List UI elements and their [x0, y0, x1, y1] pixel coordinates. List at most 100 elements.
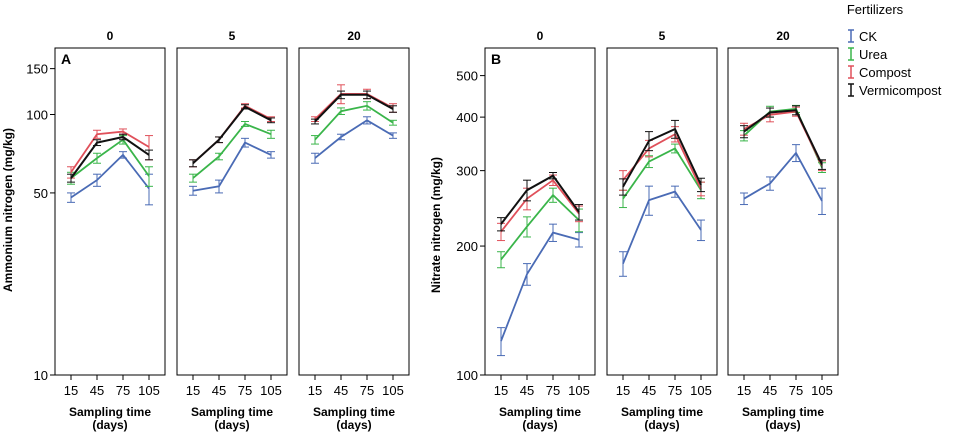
error-bar: [619, 178, 627, 196]
series-line: [70, 138, 150, 179]
error-bar: [93, 139, 101, 147]
x-tick-label: 75: [668, 383, 682, 398]
error-bar: [119, 133, 127, 141]
x-tick-label: 75: [116, 383, 130, 398]
error-bar: [311, 135, 319, 145]
x-tick-label: 15: [64, 383, 78, 398]
error-bar: [93, 173, 101, 187]
error-bar: [389, 119, 397, 126]
error-bar: [267, 117, 275, 124]
y-axis-label: Nitrate nitrogen (mg/kg): [429, 157, 443, 293]
legend-label: Vermicompost: [859, 83, 942, 98]
series-ck: [740, 144, 826, 215]
series-line: [622, 190, 702, 264]
x-axis-label: Sampling time: [69, 405, 151, 419]
series-line: [500, 178, 580, 233]
x-tick-label: 45: [334, 383, 348, 398]
series-line: [743, 109, 823, 165]
series-line: [70, 153, 150, 199]
x-axis-label-unit: (days): [92, 418, 127, 432]
plot-letter: A: [61, 51, 71, 67]
x-tick-label: 15: [737, 383, 751, 398]
error-bar: [523, 216, 531, 238]
series-urea: [497, 187, 583, 269]
error-bar: [740, 125, 748, 139]
error-bar: [766, 107, 774, 118]
plot-a-ammonium: Ammonium nitrogen (mg/kg) 10 50 100 150 0 A 15 4…: [1, 29, 410, 432]
legend-entry-compost: Compost: [848, 65, 911, 80]
facet-title: 20: [776, 29, 790, 43]
error-bar: [575, 204, 583, 221]
x-tick-label: 45: [90, 383, 104, 398]
plot-letter: B: [491, 51, 501, 67]
y-tick-label: 50: [34, 186, 48, 201]
error-bar: [241, 120, 249, 127]
y-tick-label: 150: [26, 62, 48, 77]
series-line: [70, 130, 150, 173]
error-bar: [792, 144, 800, 163]
legend: Fertilizers CK Urea Compost Vermicompost: [847, 2, 942, 98]
y-tick-label: 500: [456, 69, 478, 84]
facet-title: 5: [659, 29, 666, 43]
y-tick-label: 100: [456, 368, 478, 383]
panel-frame: [54, 47, 166, 376]
error-bar: [497, 217, 505, 232]
error-bar: [241, 104, 249, 110]
facet-panel-20: 20 15 45 75 105 Sampling time(days): [727, 29, 839, 432]
error-bar: [215, 152, 223, 161]
x-axis-label: Sampling time: [313, 405, 395, 419]
series-urea: [311, 101, 397, 145]
facet-panel-5: 5 15 45 75 105 Sampling time(days): [606, 29, 718, 432]
facet-panel-20: 20 15 45 75 105 Sampling time(days): [298, 29, 410, 432]
facet-title: 20: [347, 29, 361, 43]
series-vermicompost: [311, 90, 397, 125]
error-bar: [215, 179, 223, 194]
series-line: [500, 231, 580, 342]
legend-entry-vermicompost: Vermicompost: [848, 83, 942, 98]
x-tick-label: 15: [186, 383, 200, 398]
x-tick-label: 105: [382, 383, 404, 398]
error-bar: [67, 173, 75, 183]
x-tick-label: 75: [238, 383, 252, 398]
error-bar: [93, 152, 101, 164]
error-bar: [119, 151, 127, 159]
facet-title: 0: [107, 29, 114, 43]
y-axis-label: Ammonium nitrogen (mg/kg): [1, 128, 15, 292]
error-bar: [337, 90, 345, 100]
error-bar: [363, 101, 371, 111]
error-bar: [549, 223, 557, 242]
panel-frame: [606, 47, 718, 376]
error-bar: [389, 105, 397, 113]
error-bar: [337, 133, 345, 141]
panel-frame: [298, 47, 410, 376]
series-line: [314, 119, 394, 159]
series-vermicompost: [619, 119, 705, 196]
facet-panel-0: 0 B 15 45 75 105 Sampling time(days): [484, 29, 596, 432]
error-bar: [215, 136, 223, 144]
error-bar: [523, 179, 531, 202]
error-bar: [740, 192, 748, 206]
x-tick-label: 45: [212, 383, 226, 398]
error-bar: [645, 185, 653, 216]
error-bar: [497, 251, 505, 269]
series-vermicompost: [67, 133, 153, 183]
series-line: [70, 135, 150, 179]
x-tick-label: 15: [494, 383, 508, 398]
error-bar: [549, 172, 557, 180]
error-bar: [389, 132, 397, 139]
series-line: [192, 141, 272, 192]
x-tick-label: 75: [546, 383, 560, 398]
series-ck: [497, 223, 583, 357]
panel-frame: [727, 47, 839, 376]
y-tick-label: 10: [34, 368, 48, 383]
error-bar: [67, 192, 75, 203]
x-tick-label: 105: [138, 383, 160, 398]
x-tick-label: 105: [568, 383, 590, 398]
series-line: [743, 151, 823, 202]
series-line: [500, 193, 580, 261]
error-bar: [311, 118, 319, 125]
error-bar: [671, 143, 679, 154]
x-tick-label: 45: [520, 383, 534, 398]
x-axis-label: Sampling time: [191, 405, 273, 419]
